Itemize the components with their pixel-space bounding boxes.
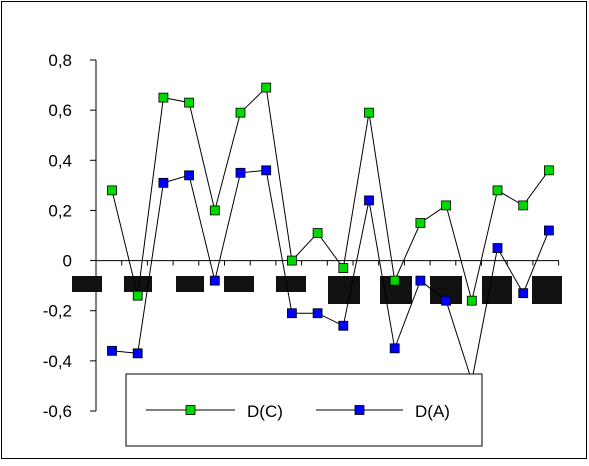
data-point-series-2 — [312, 308, 323, 319]
y-tick-label: 0 — [63, 252, 72, 271]
data-point-series-1 — [466, 295, 477, 306]
legend-label-series-1: D(C) — [247, 402, 283, 421]
y-tick-label: -0,2 — [43, 302, 72, 321]
data-point-series-1 — [132, 290, 143, 301]
axes: -0,6 -0,4 -0,2 0 0,2 0,4 0,6 0,8 — [43, 51, 560, 421]
data-point-series-2 — [544, 225, 554, 236]
data-point-series-2 — [441, 295, 452, 306]
x-tick-label-block — [328, 276, 360, 304]
data-point-series-2 — [107, 345, 117, 356]
data-point-series-1 — [312, 228, 323, 238]
data-point-series-2 — [518, 288, 529, 299]
data-point-series-2 — [132, 348, 143, 359]
data-point-series-1 — [544, 165, 554, 176]
data-point-series-2 — [261, 165, 272, 176]
redacted-x-labels — [72, 276, 562, 304]
data-point-series-1 — [492, 185, 503, 196]
x-tick-label-block — [482, 276, 512, 304]
y-tick-label: -0,6 — [43, 402, 72, 421]
data-point-series-2 — [184, 170, 195, 181]
data-point-series-1 — [389, 275, 400, 286]
data-point-series-1 — [209, 205, 220, 216]
series-markers — [107, 82, 554, 386]
y-tick-label: 0,8 — [48, 51, 72, 70]
data-point-series-2 — [338, 320, 349, 331]
data-point-series-1 — [338, 263, 349, 273]
data-point-series-2 — [286, 308, 297, 319]
data-point-series-1 — [261, 82, 272, 93]
x-tick-label-block — [176, 276, 204, 292]
x-tick-label-block — [224, 276, 254, 292]
data-point-series-2 — [158, 177, 169, 188]
data-point-series-1 — [235, 107, 246, 118]
x-tick-label-block — [532, 276, 562, 304]
data-point-series-1 — [518, 200, 529, 211]
data-point-series-1 — [415, 218, 426, 228]
data-point-series-2 — [415, 275, 426, 286]
legend-label-series-2: D(A) — [415, 402, 450, 421]
data-point-series-1 — [364, 107, 374, 118]
data-point-series-2 — [235, 167, 246, 178]
data-point-series-2 — [492, 243, 503, 253]
data-point-series-2 — [364, 195, 374, 206]
data-point-series-1 — [184, 97, 195, 108]
y-tick-label: -0,4 — [43, 352, 72, 371]
legend: D(C) D(A) — [125, 373, 483, 447]
y-tick-label: 0,6 — [48, 101, 72, 120]
y-tick-label: 0,2 — [48, 201, 72, 220]
data-point-series-1 — [107, 185, 117, 196]
data-point-series-1 — [158, 92, 169, 103]
x-tick-label-block — [276, 276, 306, 292]
x-tick-label-block — [72, 276, 102, 292]
y-tick-label: 0,4 — [48, 151, 72, 170]
data-point-series-1 — [441, 200, 452, 211]
legend-marker-series-1 — [185, 405, 196, 415]
x-tick-label-block — [124, 276, 152, 292]
data-point-series-2 — [209, 275, 220, 286]
legend-marker-series-2 — [354, 405, 365, 415]
data-point-series-2 — [389, 343, 400, 354]
data-point-series-1 — [286, 255, 297, 266]
